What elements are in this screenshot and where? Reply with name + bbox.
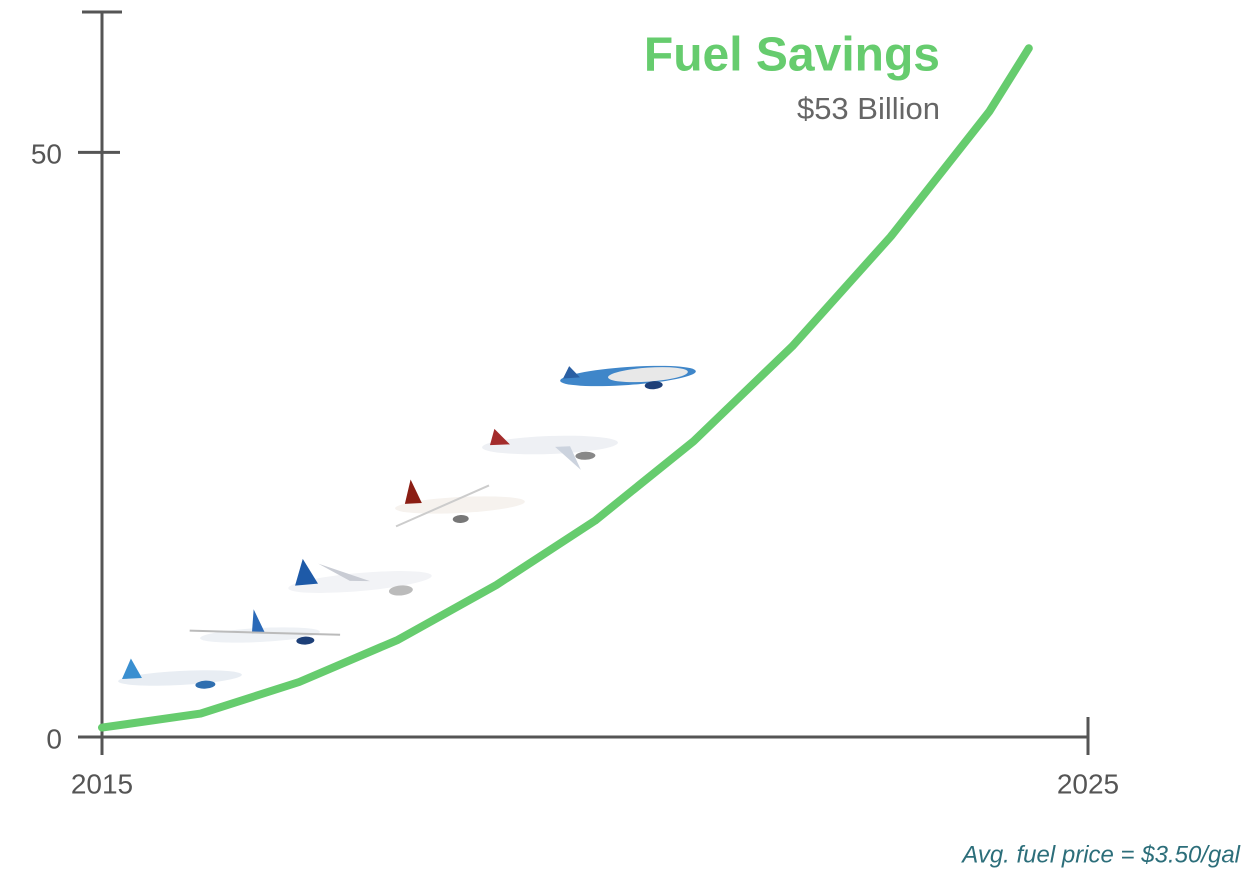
y-tick-label: 50 (31, 139, 62, 170)
x-tick-label: 2015 (71, 768, 133, 799)
footnote: Avg. fuel price = $3.50/gal (960, 841, 1240, 868)
airplane-image (559, 357, 697, 395)
y-axis (82, 12, 122, 737)
chart-subtitle: $53 Billion (797, 91, 940, 126)
x-tick-label: 2025 (1057, 768, 1119, 799)
airplane-images (117, 357, 697, 693)
airplane-image (189, 605, 341, 651)
data-line (102, 48, 1029, 727)
chart-title: Fuel Savings (644, 29, 940, 82)
airplane-image (481, 425, 618, 474)
airplane-image (286, 548, 433, 605)
airplane-image (394, 474, 526, 527)
y-tick-label: 0 (46, 723, 62, 754)
chart: Fuel Savings $53 Billion Avg. fuel price… (0, 0, 1247, 872)
airplane-image (117, 653, 243, 693)
